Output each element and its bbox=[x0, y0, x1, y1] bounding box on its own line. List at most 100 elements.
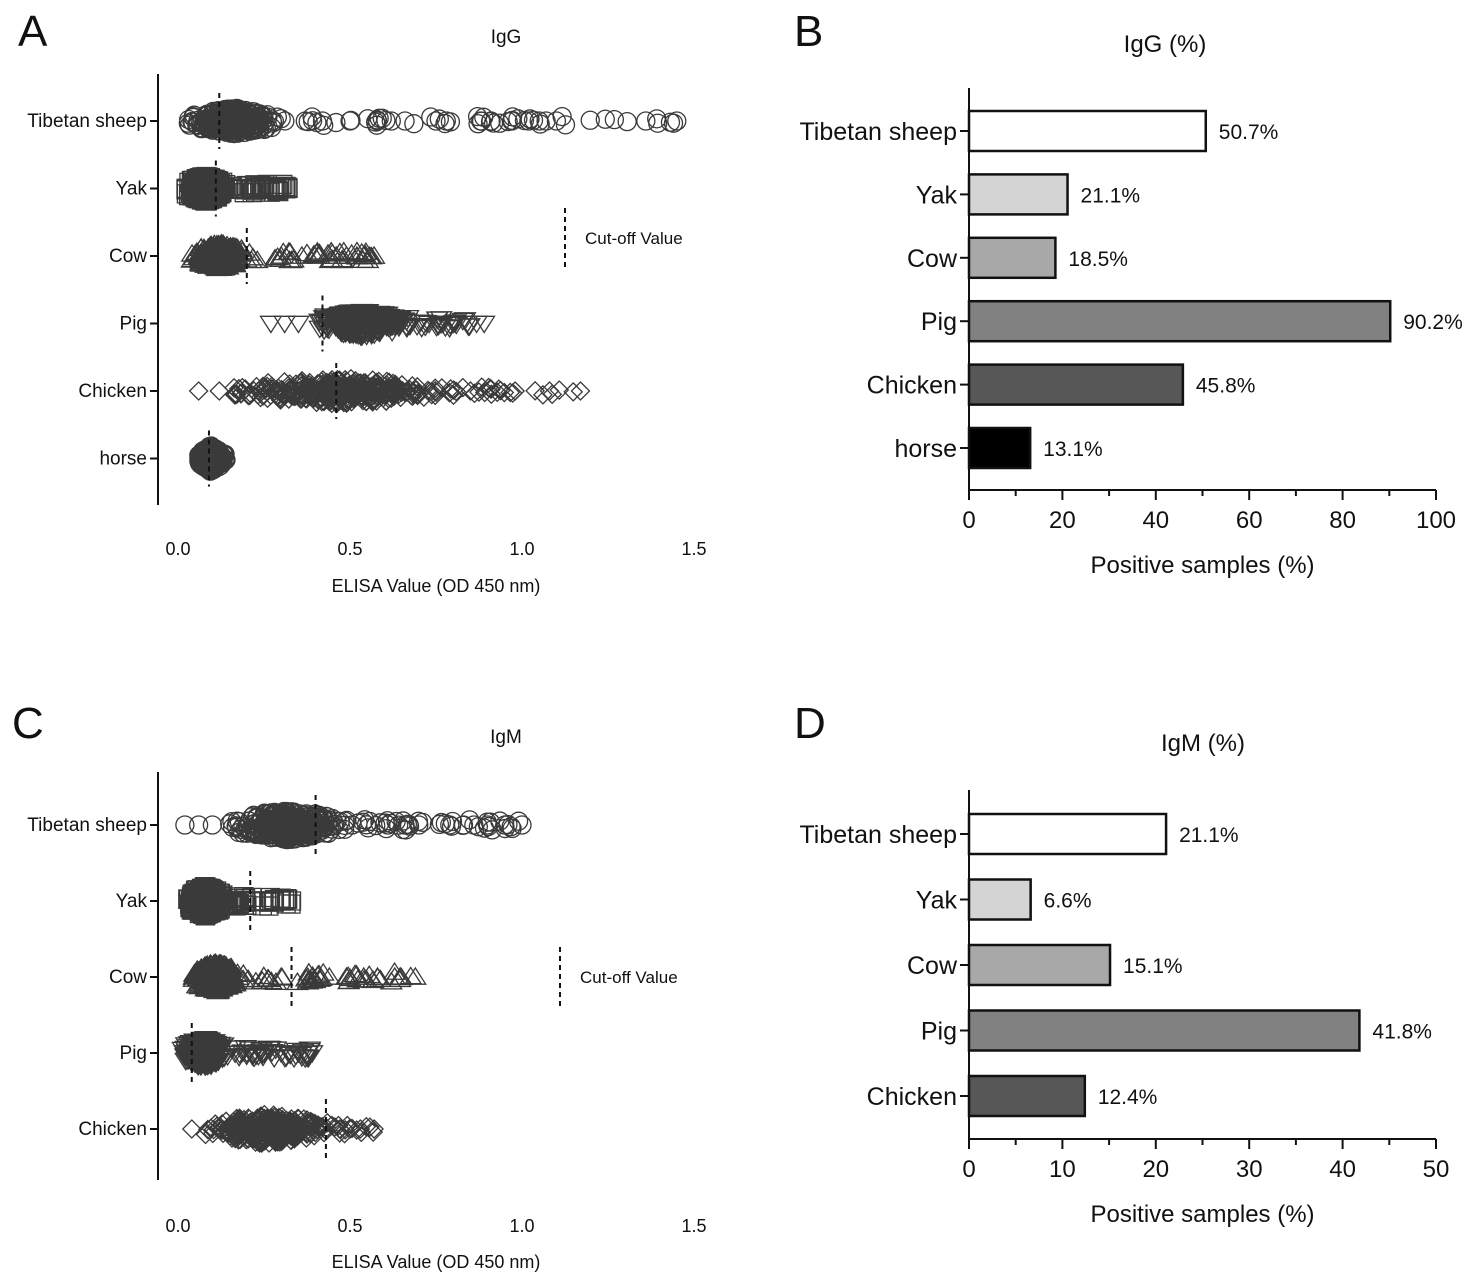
data-point bbox=[312, 111, 333, 131]
data-point bbox=[539, 381, 560, 401]
data-point bbox=[278, 178, 298, 199]
bar-tibetan-sheep bbox=[967, 109, 1208, 153]
data-label: 45.8% bbox=[1196, 375, 1256, 398]
x-tick-label: 1.5 bbox=[681, 1216, 706, 1236]
panel-d-igm-bar-chart: IgM (%) 0 10 20 30 40 50 Positive samples (%) Ti… bbox=[799, 730, 1449, 1228]
x-tick-label: 40 bbox=[1142, 507, 1169, 534]
data-point bbox=[636, 111, 656, 131]
x-tick-label: 1.0 bbox=[509, 539, 534, 559]
bar-yak bbox=[967, 173, 1069, 216]
data-point bbox=[367, 111, 388, 131]
chart-title: IgG (%) bbox=[1124, 31, 1207, 58]
data-point bbox=[365, 966, 390, 985]
x-tick-label: 1.5 bbox=[681, 539, 706, 559]
data-point-cluster bbox=[180, 233, 383, 277]
y-tick-label: Cow bbox=[907, 952, 958, 980]
data-point bbox=[453, 815, 474, 835]
data-point bbox=[505, 381, 526, 401]
bar-chicken bbox=[967, 363, 1185, 406]
x-tick-label: 0 bbox=[962, 507, 975, 534]
data-point bbox=[364, 1119, 384, 1139]
data-point bbox=[286, 315, 310, 334]
series-horse bbox=[189, 430, 236, 487]
data-point bbox=[252, 1045, 276, 1064]
chart-title: IgM (%) bbox=[1161, 730, 1245, 757]
data-label: 12.4% bbox=[1098, 1086, 1158, 1109]
data-point bbox=[295, 111, 315, 131]
data-point bbox=[269, 245, 293, 264]
y-tick-label: Chicken bbox=[78, 381, 147, 402]
y-tick-label: Yak bbox=[116, 891, 148, 912]
data-label: 15.1% bbox=[1123, 955, 1183, 978]
data-point bbox=[259, 315, 283, 334]
data-point bbox=[395, 111, 415, 131]
x-tick-label: 50 bbox=[1423, 1156, 1450, 1183]
bar-yak bbox=[967, 878, 1032, 921]
data-point bbox=[281, 891, 302, 911]
data-point bbox=[502, 111, 522, 131]
data-point bbox=[381, 111, 401, 131]
panel-letter-d: D bbox=[794, 699, 826, 748]
y-tick-label: Cow bbox=[907, 245, 958, 273]
data-point bbox=[471, 111, 491, 131]
data-point bbox=[477, 815, 498, 835]
data-point-cluster bbox=[176, 166, 298, 211]
series-pig bbox=[171, 1023, 324, 1083]
data-point-cluster bbox=[182, 952, 423, 1000]
x-tick-label: 60 bbox=[1236, 507, 1263, 534]
y-tick-label: Cow bbox=[109, 246, 147, 267]
data-point bbox=[209, 381, 230, 401]
x-tick-label: 0 bbox=[962, 1156, 975, 1183]
bar-chicken bbox=[967, 1074, 1087, 1118]
y-tick-label: horse bbox=[99, 449, 147, 470]
x-tick-label: 1.0 bbox=[509, 1216, 534, 1236]
x-tick-label: 100 bbox=[1416, 507, 1456, 534]
data-point bbox=[409, 815, 429, 835]
data-point bbox=[403, 966, 427, 985]
y-tick-label: Pig bbox=[120, 314, 147, 335]
x-axis-label: Positive samples (%) bbox=[1090, 552, 1314, 579]
data-point bbox=[417, 315, 441, 334]
y-tick-label: Chicken bbox=[867, 1083, 957, 1111]
series-tibetan-sheep bbox=[178, 93, 687, 149]
data-point bbox=[395, 815, 415, 835]
data-point bbox=[188, 381, 209, 401]
legend-label: Cut-off Value bbox=[580, 968, 678, 987]
data-point bbox=[335, 966, 359, 985]
data-point bbox=[519, 111, 539, 131]
chart-title: IgG bbox=[491, 27, 522, 48]
y-tick-label: Tibetan sheep bbox=[799, 118, 957, 146]
x-tick-label: 0.5 bbox=[337, 539, 362, 559]
data-point bbox=[300, 966, 324, 985]
data-point bbox=[317, 966, 341, 985]
data-point bbox=[352, 966, 376, 985]
data-point bbox=[340, 1119, 360, 1139]
series-yak bbox=[178, 871, 302, 931]
series-yak bbox=[176, 160, 298, 217]
y-tick-label: Tibetan sheep bbox=[27, 111, 147, 132]
x-tick-label: 30 bbox=[1236, 1156, 1263, 1183]
data-point bbox=[362, 245, 386, 264]
x-tick-label: 0.5 bbox=[337, 1216, 362, 1236]
panel-b-igg-bar-chart: IgG (%) 0 20 40 60 80 100 Positive samples (%) T… bbox=[799, 31, 1462, 579]
data-point-cluster bbox=[195, 1104, 384, 1154]
bar-pig bbox=[967, 1009, 1361, 1052]
x-tick-label: 80 bbox=[1329, 507, 1356, 534]
y-tick-label: Pig bbox=[921, 1018, 957, 1046]
data-point bbox=[512, 815, 532, 835]
y-tick-label: Tibetan sheep bbox=[27, 815, 147, 836]
y-tick-label: Yak bbox=[916, 887, 958, 915]
x-tick-label: 40 bbox=[1329, 1156, 1356, 1183]
data-point bbox=[188, 815, 209, 835]
panel-a-igg-scatter: IgG 0.0 0.5 1.0 1.5 ELISA Value (OD 450 nm) Ti… bbox=[27, 27, 706, 596]
data-point bbox=[426, 111, 446, 131]
data-label: 50.7% bbox=[1219, 121, 1279, 144]
data-point bbox=[570, 381, 591, 401]
data-point bbox=[440, 815, 460, 835]
data-point bbox=[286, 1045, 310, 1064]
panel-c-igm-scatter: IgM 0.0 0.5 1.0 1.5 ELISA Value (OD 450 nm) Ti… bbox=[27, 727, 706, 1272]
data-point bbox=[495, 815, 515, 835]
data-label: 21.1% bbox=[1081, 184, 1141, 207]
x-axis-label: ELISA Value (OD 450 nm) bbox=[332, 1252, 541, 1272]
